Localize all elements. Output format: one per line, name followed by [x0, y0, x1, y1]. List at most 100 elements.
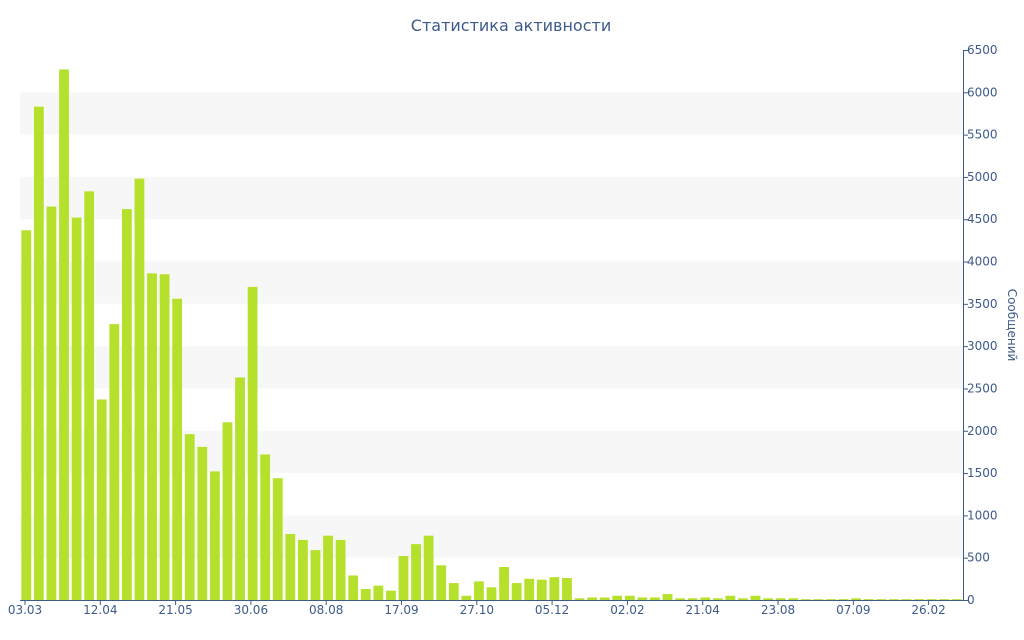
bar [511, 583, 522, 600]
bar [247, 286, 258, 600]
bar [197, 446, 208, 600]
x-axis-ticks: 03.03 12.04 21.05 30.06 08.08 17.09 27.10 05.12… [8, 600, 946, 617]
x-tick-label: 21.04 [686, 603, 720, 617]
y-tick-label: 1500 [967, 466, 998, 480]
y-tick-label: 3000 [967, 339, 998, 353]
x-tick-label: 17.09 [384, 603, 418, 617]
bar [109, 324, 120, 600]
y-tick-label: 3500 [967, 297, 998, 311]
bar [96, 399, 107, 600]
bar [549, 577, 560, 600]
bar [775, 598, 786, 600]
bar [687, 598, 698, 600]
grid-bands [20, 92, 963, 558]
bar [725, 595, 736, 600]
x-tick-label: 30.06 [234, 603, 268, 617]
bar [84, 191, 95, 600]
bar [209, 471, 220, 600]
bar [901, 599, 912, 600]
bar [121, 209, 132, 600]
bar [624, 595, 635, 600]
bar [46, 206, 57, 601]
bar [310, 550, 321, 600]
y-tick-label: 4500 [967, 212, 998, 226]
bar [826, 599, 836, 600]
bar [712, 598, 723, 600]
chart-title: Статистика активности [411, 16, 611, 35]
bar [863, 599, 874, 600]
bar [788, 598, 799, 600]
bar [448, 583, 459, 600]
grid-band [20, 261, 963, 304]
bar [33, 106, 44, 600]
bar [134, 178, 145, 600]
bar [486, 587, 497, 600]
x-tick-label: 12.04 [83, 603, 117, 617]
x-tick-label: 05.12 [535, 603, 569, 617]
bar [662, 594, 673, 600]
bar [474, 581, 484, 600]
bar [348, 575, 359, 600]
bar [172, 298, 183, 600]
bar [59, 69, 69, 600]
bar [750, 595, 761, 600]
bar [926, 599, 937, 600]
bar [876, 599, 887, 600]
y-tick-label: 4000 [967, 255, 998, 269]
bar [71, 217, 82, 601]
x-tick-label: 27.10 [460, 603, 494, 617]
bar [587, 597, 597, 600]
bar [914, 599, 924, 600]
bar [298, 539, 308, 600]
bar [499, 567, 509, 600]
x-tick-label: 21.05 [158, 603, 192, 617]
grid-band [20, 92, 963, 135]
bar [700, 597, 711, 600]
bar [524, 578, 535, 600]
y-tick-label: 500 [967, 551, 990, 565]
bar [888, 599, 899, 600]
bar [323, 535, 333, 600]
bar [738, 598, 748, 600]
bar [536, 579, 547, 600]
y-tick-label: 1000 [967, 508, 998, 522]
bar [599, 597, 610, 600]
bar [235, 377, 245, 600]
bar [373, 585, 384, 600]
bar [838, 599, 849, 600]
y-axis-label: Сообщений [1005, 289, 1019, 362]
bar [562, 578, 572, 600]
y-tick-label: 5500 [967, 128, 998, 142]
y-tick-label: 2500 [967, 381, 998, 395]
bar [159, 274, 170, 600]
bar [272, 478, 283, 600]
bar [411, 544, 421, 600]
y-tick-label: 0 [967, 593, 975, 607]
bar [147, 273, 157, 600]
bar [951, 599, 962, 600]
bar [423, 535, 434, 600]
bar [398, 556, 409, 600]
bar [813, 599, 824, 600]
x-tick-label: 08.08 [309, 603, 343, 617]
bar-series [21, 69, 962, 601]
bar [675, 598, 686, 600]
bar [461, 595, 472, 600]
y-tick-label: 5000 [967, 170, 998, 184]
bar [285, 534, 296, 600]
bar [386, 590, 396, 600]
x-tick-label: 26.02 [911, 603, 945, 617]
bar [360, 589, 371, 600]
x-tick-label: 23.08 [761, 603, 795, 617]
x-tick-label: 03.03 [8, 603, 42, 617]
bar [574, 598, 585, 600]
y-tick-label: 6500 [967, 43, 998, 57]
bar [222, 422, 233, 600]
bar [436, 565, 447, 600]
bar [939, 599, 950, 600]
bar [851, 598, 862, 600]
bar [650, 597, 660, 600]
bar [637, 597, 648, 600]
bar [21, 230, 32, 601]
bar [260, 454, 271, 600]
